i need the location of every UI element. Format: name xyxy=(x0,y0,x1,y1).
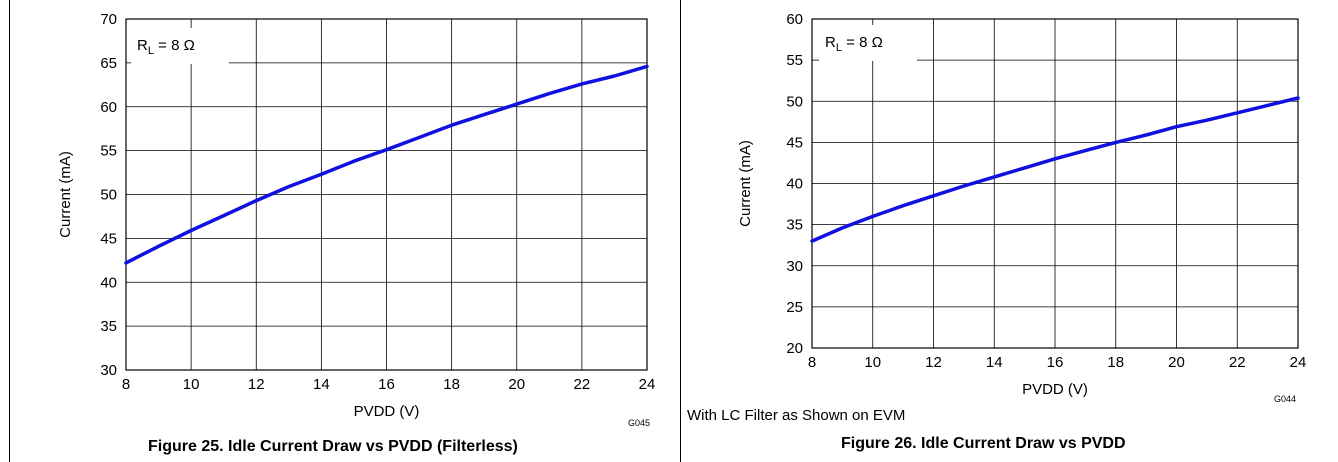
figure-code: G045 xyxy=(628,418,650,428)
y-axis-label: Current (mA) xyxy=(737,140,754,227)
x-axis-label: PVDD (V) xyxy=(354,403,420,420)
y-tick-label: 60 xyxy=(100,99,117,116)
y-tick-label: 30 xyxy=(786,258,803,275)
annotation-label: RL = 8 Ω xyxy=(825,34,883,54)
y-tick-label: 70 xyxy=(100,11,117,28)
y-tick-label: 60 xyxy=(786,11,803,28)
plot-frame xyxy=(811,18,1299,349)
annotation-subscript: L xyxy=(836,42,842,54)
x-tick-label: 16 xyxy=(1047,354,1064,371)
x-tick-label: 12 xyxy=(248,376,265,393)
y-tick-label: 35 xyxy=(786,217,803,234)
y-tick-label: 55 xyxy=(786,52,803,69)
y-axis-label: Current (mA) xyxy=(57,151,74,238)
x-axis-label: PVDD (V) xyxy=(1022,381,1088,398)
figure-26-panel: 8 10 12 14 16 18 20 22 24 20 25 30 35 40 45 50 55 60 PVDD … xyxy=(680,0,1338,462)
annotation-background xyxy=(131,28,229,64)
y-tick-label: 65 xyxy=(100,55,117,72)
x-tick-label: 24 xyxy=(639,376,656,393)
x-tick-label: 16 xyxy=(378,376,395,393)
panel-left-border xyxy=(9,0,10,462)
figure-25-caption: Figure 25. Idle Current Draw vs PVDD (Fi… xyxy=(148,438,518,455)
x-tick-label: 24 xyxy=(1290,354,1307,371)
x-tick-label: 10 xyxy=(183,376,200,393)
y-tick-label: 45 xyxy=(100,230,117,247)
x-tick-label: 20 xyxy=(1168,354,1185,371)
x-tick-label: 18 xyxy=(1107,354,1124,371)
x-tick-label: 18 xyxy=(443,376,460,393)
chart-figure-26: 8 10 12 14 16 18 20 22 24 20 25 30 35 40 45 50 55 60 PVDD … xyxy=(737,11,1307,404)
x-tick-label: 22 xyxy=(574,376,591,393)
annotation-rest: = 8 Ω xyxy=(154,37,195,54)
annotation-main: R xyxy=(825,34,836,51)
annotation-main: R xyxy=(137,37,148,54)
annotation-subscript: L xyxy=(148,45,154,57)
figure-26-note: With LC Filter as Shown on EVM xyxy=(687,407,906,424)
figure-25-panel: 8 10 12 14 16 18 20 22 24 30 35 40 45 50 55 60 65 70 PVDD … xyxy=(9,0,656,462)
series-line xyxy=(810,96,1300,243)
y-tick-label: 45 xyxy=(786,134,803,151)
y-tick-label: 25 xyxy=(786,299,803,316)
y-tick-label: 20 xyxy=(786,340,803,357)
y-tick-label: 50 xyxy=(100,187,117,204)
y-tick-label: 30 xyxy=(100,362,117,379)
figure-26-caption: Figure 26. Idle Current Draw vs PVDD xyxy=(841,435,1126,452)
x-tick-label: 8 xyxy=(122,376,130,393)
y-tick-label: 50 xyxy=(786,93,803,110)
chart-figure-25: 8 10 12 14 16 18 20 22 24 30 35 40 45 50 55 60 65 70 PVDD … xyxy=(57,11,656,428)
x-tick-label: 14 xyxy=(986,354,1003,371)
annotation-rest: = 8 Ω xyxy=(842,34,883,51)
x-tick-label: 8 xyxy=(808,354,816,371)
x-tick-label: 22 xyxy=(1229,354,1246,371)
y-tick-label: 35 xyxy=(100,318,117,335)
plot-frame xyxy=(125,18,648,371)
annotation-background xyxy=(819,25,917,61)
x-tick-label: 20 xyxy=(508,376,525,393)
x-tick-label: 10 xyxy=(864,354,881,371)
x-tick-label: 14 xyxy=(313,376,330,393)
x-tick-label: 12 xyxy=(925,354,942,371)
panel-divider xyxy=(680,0,681,462)
annotation-label: RL = 8 Ω xyxy=(137,37,195,57)
figure-code: G044 xyxy=(1274,394,1296,404)
y-tick-label: 40 xyxy=(786,176,803,193)
y-tick-label: 40 xyxy=(100,274,117,291)
y-tick-label: 55 xyxy=(100,143,117,160)
series-line xyxy=(124,64,649,265)
